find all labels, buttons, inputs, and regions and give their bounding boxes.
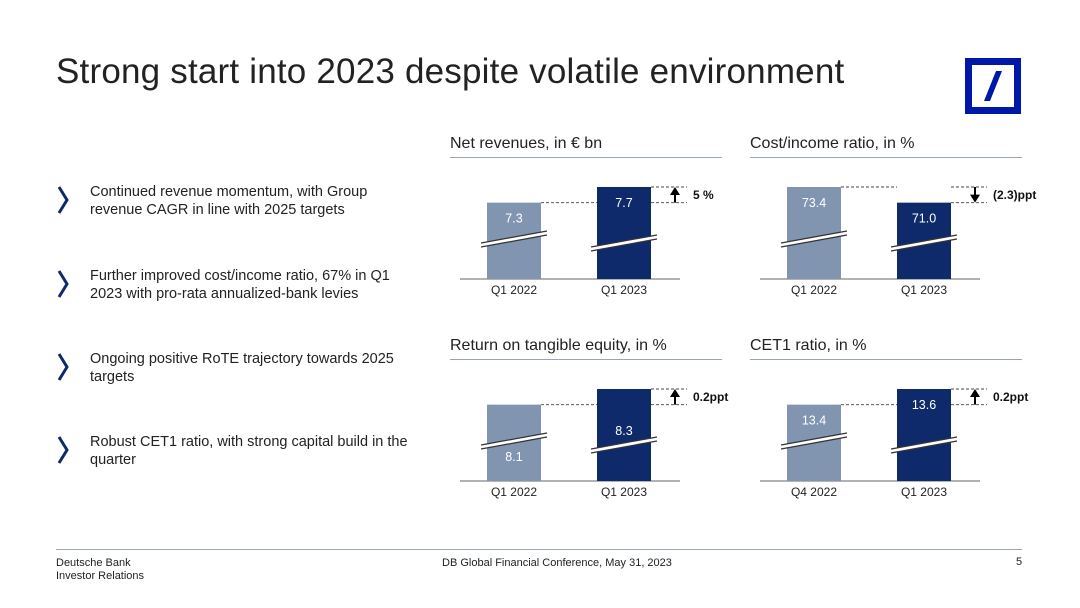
- axis-break-line: [890, 440, 958, 454]
- axis-break-line: [780, 432, 848, 446]
- cost-income-ratio-chart: Cost/income ratio, in % 73.4 Q1 2022 71.0 Q…: [750, 135, 1050, 305]
- rote-chart: Return on tangible equity, in % 8.1 Q1 20…: [450, 337, 750, 507]
- page-number: 5: [1016, 556, 1023, 568]
- change-label: (2.3)ppt: [993, 188, 1036, 202]
- axis-break: [481, 433, 547, 449]
- footer-event: DB Global Financial Conference, May 31, …: [442, 557, 672, 569]
- footer-company: Deutsche Bank: [56, 557, 131, 569]
- change-arrow-head: [970, 194, 980, 203]
- footer-rule: [56, 549, 1022, 550]
- category-label: Q1 2023: [901, 485, 947, 499]
- axis-break: [781, 433, 847, 449]
- bar: [787, 187, 841, 279]
- change-label: 5 %: [693, 188, 714, 202]
- bar-value-label: 7.7: [615, 196, 632, 210]
- category-label: Q4 2022: [791, 485, 837, 499]
- change-label: 0.2ppt: [693, 390, 728, 404]
- chart-title: CET1 ratio, in %: [750, 337, 867, 354]
- category-label: Q1 2022: [791, 283, 837, 297]
- axis-break: [891, 235, 957, 251]
- chart-canvas: 7.3 Q1 2022 7.7 Q1 2023 5 %: [460, 186, 714, 297]
- bar-value-label: 13.4: [802, 414, 826, 428]
- change-arrow-head: [670, 389, 680, 397]
- chevron-right-icon: [57, 353, 69, 381]
- bullet-text: Robust CET1 ratio, with strong capital b…: [90, 434, 408, 468]
- chart-title: Net revenues, in € bn: [450, 135, 603, 152]
- axis-break-line: [890, 234, 958, 248]
- category-label: Q1 2022: [491, 283, 537, 297]
- footer-company-block: Deutsche Bank Investor Relations: [56, 557, 144, 583]
- category-label: Q1 2023: [601, 283, 647, 297]
- chart-title-rule: [750, 157, 1022, 158]
- bar-value-label: 71.0: [912, 212, 936, 226]
- bar-value-label: 13.6: [912, 398, 936, 412]
- chevron-right-icon: [57, 186, 69, 214]
- axis-break-line: [890, 238, 958, 252]
- chart-canvas: 8.1 Q1 2022 8.3 Q1 2023 0.2ppt: [460, 388, 728, 499]
- category-label: Q1 2023: [601, 485, 647, 499]
- chart-canvas: 13.4 Q4 2022 13.6 Q1 2023 0.2ppt: [760, 388, 1028, 499]
- category-label: Q1 2023: [901, 283, 947, 297]
- change-arrow-head: [670, 187, 680, 195]
- bar-value-label: 73.4: [802, 196, 826, 210]
- axis-break-line: [890, 436, 958, 450]
- chevron-right-icon: [57, 270, 69, 298]
- change-arrow-head: [970, 389, 980, 397]
- chart-title: Cost/income ratio, in %: [750, 135, 915, 152]
- chevron-right-icon: [57, 436, 69, 464]
- chart-title-rule: [450, 157, 722, 158]
- bullet-text: Continued revenue momentum, with Group r…: [90, 184, 368, 218]
- axis-break: [781, 231, 847, 247]
- chart-title-rule: [750, 359, 1022, 360]
- bar: [897, 389, 951, 481]
- bullet-text: Ongoing positive RoTE trajectory towards…: [90, 351, 394, 385]
- axis-break-line: [780, 230, 848, 244]
- axis-break-line: [590, 440, 658, 454]
- net-revenues-chart: Net revenues, in € bn 7.3 Q1 2022 7.7 Q1 20…: [450, 135, 750, 305]
- axis-break-line: [780, 436, 848, 450]
- axis-break: [591, 235, 657, 251]
- category-label: Q1 2022: [491, 485, 537, 499]
- bar-value-label: 8.1: [505, 450, 522, 464]
- bar-value-label: 8.3: [615, 424, 632, 438]
- axis-break-line: [590, 436, 658, 450]
- axis-break-line: [480, 230, 548, 244]
- chart-canvas: 73.4 Q1 2022 71.0 Q1 2023 (2.3)ppt: [760, 186, 1036, 297]
- axis-break-line: [590, 238, 658, 252]
- axis-break: [591, 437, 657, 453]
- page-title: Strong start into 2023 despite volatile …: [56, 52, 845, 91]
- axis-break: [481, 231, 547, 247]
- axis-break-line: [480, 436, 548, 450]
- axis-break-line: [480, 432, 548, 446]
- change-label: 0.2ppt: [993, 390, 1028, 404]
- chart-title: Return on tangible equity, in %: [450, 337, 667, 354]
- bullet-text: Further improved cost/income ratio, 67% …: [90, 268, 390, 302]
- axis-break-line: [480, 234, 548, 248]
- chart-title-rule: [450, 359, 722, 360]
- axis-break-line: [780, 234, 848, 248]
- deutsche-bank-logo: [965, 58, 1021, 114]
- bar: [597, 187, 651, 279]
- axis-break-line: [590, 234, 658, 248]
- bar-value-label: 7.3: [505, 212, 522, 226]
- cet1-ratio-chart: CET1 ratio, in % 13.4 Q4 2022 13.6 Q1 2023 0…: [750, 337, 1050, 507]
- bar: [597, 389, 651, 481]
- axis-break: [891, 437, 957, 453]
- footer-department: Investor Relations: [56, 570, 145, 582]
